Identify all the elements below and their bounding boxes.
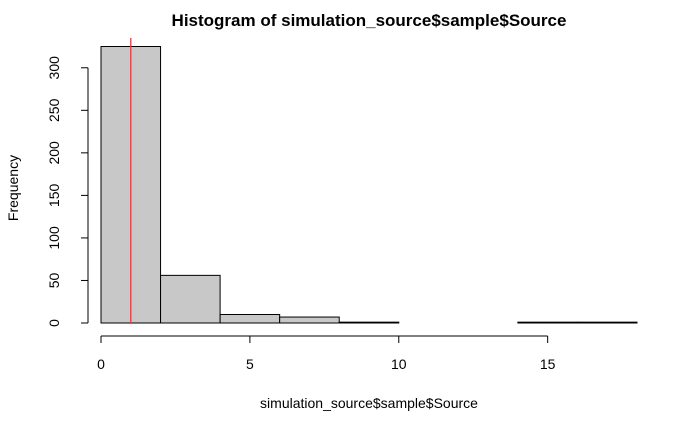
histogram-bars — [100, 46, 638, 324]
y-tick-label-3: 150 — [46, 183, 62, 207]
histogram-bar-1 — [160, 274, 221, 324]
y-tick-label-6: 300 — [46, 56, 62, 80]
x-axis: 0 5 10 15 — [97, 335, 556, 372]
y-tick-label-5: 250 — [46, 98, 62, 122]
y-tick-label-4: 200 — [46, 141, 62, 165]
histogram-bar-8 — [576, 321, 638, 324]
x-tick-label-2: 10 — [391, 356, 407, 372]
x-tick-label-3: 15 — [540, 356, 556, 372]
y-tick-label-0: 0 — [46, 319, 62, 327]
chart-title: Histogram of simulation_source$sample$So… — [172, 11, 567, 30]
y-tick-label-2: 100 — [46, 226, 62, 250]
y-tick-label-1: 50 — [46, 272, 62, 288]
x-tick-label-0: 0 — [97, 356, 105, 372]
histogram-bar-3 — [279, 316, 340, 324]
y-axis: 0 50 100 150 200 250 300 — [46, 56, 89, 327]
x-tick-label-1: 5 — [246, 356, 254, 372]
histogram-bar-2 — [219, 313, 281, 324]
y-axis-label: Frequency — [5, 155, 21, 221]
histogram-bar-7 — [517, 321, 578, 324]
x-axis-label: simulation_source$sample$Source — [260, 395, 478, 411]
histogram-bar-4 — [338, 321, 400, 324]
